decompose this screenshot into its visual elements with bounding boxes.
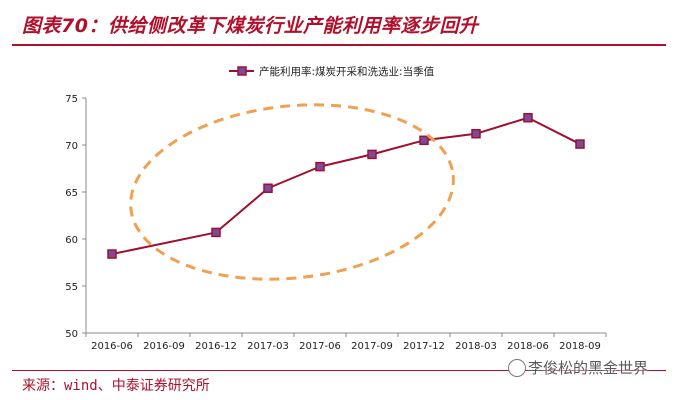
data-point <box>575 139 585 149</box>
data-point <box>107 249 117 259</box>
data-point <box>367 149 377 160</box>
x-tick-label: 2017-06 <box>299 341 341 352</box>
x-tick-label: 2016-12 <box>195 341 237 352</box>
x-tick-label: 2017-09 <box>351 341 393 352</box>
legend-label: 产能利用率:煤炭开采和洗选业:当季值 <box>259 65 435 78</box>
data-point <box>471 128 481 139</box>
data-point <box>263 183 273 193</box>
data-point <box>315 161 325 172</box>
y-tick-label: 70 <box>65 141 78 152</box>
x-tick-label: 2016-09 <box>143 341 185 352</box>
y-tick-label: 60 <box>65 235 78 246</box>
legend-marker <box>237 66 247 76</box>
y-tick-label: 75 <box>65 94 78 105</box>
footer-rule <box>12 370 666 371</box>
data-point <box>419 135 429 146</box>
wechat-icon <box>508 359 526 377</box>
data-point <box>523 112 533 123</box>
source-note: 来源：wind、中泰证券研究所 <box>22 378 210 394</box>
y-tick-label: 65 <box>65 188 78 199</box>
title-rule <box>12 44 666 46</box>
x-tick-label: 2016-06 <box>91 341 133 352</box>
series-line <box>111 116 581 256</box>
x-tick-label: 2017-12 <box>403 341 445 352</box>
watermark-text: 李俊松的黑金世界 <box>528 359 649 377</box>
line-chart: 50 55 60 65 70 75 2016-06 2016-09 2016-12 2017-03… <box>65 65 607 352</box>
annotation-ellipse <box>129 103 455 281</box>
chart-title: 图表70：供给侧改革下煤炭行业产能利用率逐步回升 <box>22 15 479 37</box>
y-tick-label: 50 <box>65 329 78 340</box>
x-tick-label: 2018-03 <box>455 341 497 352</box>
x-tick-label: 2018-06 <box>507 341 549 352</box>
x-tick-label: 2017-03 <box>247 341 289 352</box>
title-bar: 图表70：供给侧改革下煤炭行业产能利用率逐步回升 <box>0 0 692 44</box>
x-tick-label: 2018-09 <box>559 341 601 352</box>
data-point <box>211 227 221 238</box>
y-tick-label: 55 <box>65 282 78 293</box>
